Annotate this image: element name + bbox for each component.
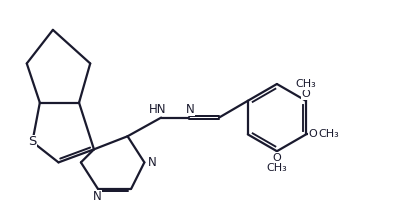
- Text: N: N: [185, 103, 194, 116]
- Text: CH₃: CH₃: [296, 79, 316, 89]
- Text: N: N: [93, 190, 101, 203]
- Text: O: O: [309, 129, 318, 139]
- Text: HN: HN: [149, 103, 166, 116]
- Text: CH₃: CH₃: [318, 129, 339, 139]
- Text: O: O: [272, 153, 281, 163]
- Text: CH₃: CH₃: [266, 163, 287, 173]
- Text: N: N: [147, 156, 156, 169]
- Text: S: S: [28, 135, 37, 148]
- Text: O: O: [302, 89, 310, 99]
